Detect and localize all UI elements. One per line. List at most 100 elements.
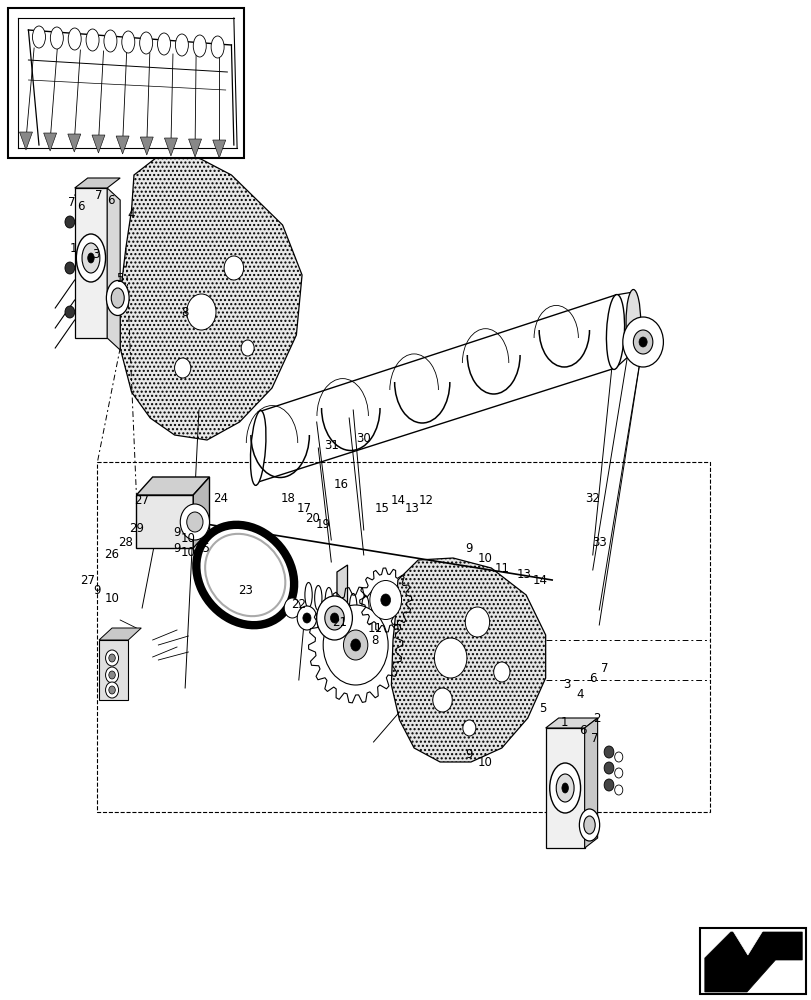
- Text: 19: 19: [315, 518, 330, 532]
- Text: 9: 9: [465, 748, 473, 762]
- Text: 16: 16: [333, 479, 348, 491]
- Ellipse shape: [76, 234, 105, 282]
- Polygon shape: [584, 718, 597, 848]
- Text: 10: 10: [478, 552, 492, 564]
- Polygon shape: [75, 188, 107, 338]
- Text: 18: 18: [281, 491, 295, 504]
- Text: 6: 6: [106, 194, 114, 207]
- Text: 4: 4: [576, 688, 584, 702]
- Ellipse shape: [68, 28, 81, 50]
- Circle shape: [65, 262, 75, 274]
- Circle shape: [297, 606, 316, 630]
- Circle shape: [65, 216, 75, 228]
- Polygon shape: [99, 640, 128, 700]
- Circle shape: [614, 768, 622, 778]
- Text: 3: 3: [562, 679, 570, 692]
- Ellipse shape: [314, 585, 321, 610]
- Circle shape: [187, 512, 203, 532]
- Text: 6: 6: [77, 200, 85, 214]
- Polygon shape: [164, 138, 177, 156]
- Circle shape: [109, 654, 115, 662]
- Polygon shape: [732, 930, 762, 955]
- Text: 27: 27: [135, 493, 149, 506]
- Circle shape: [493, 662, 509, 682]
- Polygon shape: [67, 134, 80, 152]
- Circle shape: [105, 650, 118, 666]
- Circle shape: [241, 340, 254, 356]
- Text: 5: 5: [538, 702, 546, 714]
- Circle shape: [622, 317, 663, 367]
- Text: 9: 9: [173, 542, 181, 554]
- Text: 29: 29: [129, 522, 144, 534]
- Text: 10: 10: [478, 756, 492, 768]
- Text: 8: 8: [371, 634, 379, 647]
- Text: 32: 32: [585, 491, 599, 504]
- Circle shape: [638, 337, 646, 347]
- Ellipse shape: [82, 243, 100, 273]
- Circle shape: [323, 605, 388, 685]
- Circle shape: [109, 671, 115, 679]
- Text: 9: 9: [93, 583, 101, 596]
- Circle shape: [369, 580, 401, 619]
- Text: 11: 11: [494, 561, 508, 574]
- Text: 8: 8: [181, 306, 189, 318]
- Text: 27: 27: [80, 573, 95, 586]
- Text: 6: 6: [578, 724, 586, 736]
- Circle shape: [432, 688, 452, 712]
- Text: 1: 1: [69, 241, 77, 254]
- Circle shape: [65, 306, 75, 318]
- Ellipse shape: [583, 816, 594, 834]
- Ellipse shape: [337, 590, 344, 615]
- Text: 6: 6: [588, 672, 596, 685]
- Text: 11: 11: [367, 621, 382, 635]
- Text: 26: 26: [105, 548, 119, 562]
- Ellipse shape: [625, 290, 640, 355]
- Circle shape: [180, 504, 209, 540]
- Polygon shape: [188, 139, 201, 157]
- Text: 14: 14: [390, 493, 405, 506]
- Ellipse shape: [50, 27, 63, 49]
- Text: 7: 7: [67, 196, 75, 209]
- Polygon shape: [99, 628, 141, 640]
- Text: 7: 7: [600, 662, 608, 675]
- Circle shape: [303, 613, 311, 623]
- Circle shape: [350, 639, 360, 651]
- Ellipse shape: [211, 36, 224, 58]
- Ellipse shape: [157, 33, 170, 55]
- Ellipse shape: [371, 598, 378, 624]
- Polygon shape: [193, 477, 209, 548]
- Ellipse shape: [205, 534, 285, 616]
- Ellipse shape: [305, 582, 311, 607]
- Ellipse shape: [88, 253, 94, 263]
- Text: 23: 23: [238, 583, 252, 596]
- Polygon shape: [120, 158, 302, 440]
- Text: 7: 7: [590, 732, 598, 744]
- Ellipse shape: [139, 32, 152, 54]
- Text: 7: 7: [95, 189, 103, 202]
- Text: 15: 15: [374, 502, 388, 514]
- Text: 10: 10: [181, 546, 195, 558]
- Polygon shape: [140, 137, 153, 155]
- Ellipse shape: [32, 26, 45, 48]
- Ellipse shape: [361, 595, 368, 620]
- Text: 3: 3: [92, 248, 100, 261]
- Circle shape: [380, 594, 390, 606]
- Ellipse shape: [193, 35, 206, 57]
- Ellipse shape: [349, 593, 356, 618]
- Ellipse shape: [106, 280, 129, 316]
- Polygon shape: [212, 140, 225, 158]
- Circle shape: [343, 630, 367, 660]
- Ellipse shape: [561, 783, 568, 793]
- Text: 10: 10: [181, 532, 195, 544]
- Circle shape: [603, 762, 613, 774]
- Text: 30: 30: [356, 432, 371, 444]
- Polygon shape: [699, 928, 805, 994]
- Text: 4: 4: [127, 209, 135, 222]
- Polygon shape: [92, 135, 105, 153]
- Polygon shape: [75, 178, 120, 188]
- Ellipse shape: [549, 763, 580, 813]
- Circle shape: [324, 606, 344, 630]
- Circle shape: [603, 746, 613, 758]
- Circle shape: [465, 607, 489, 637]
- Circle shape: [284, 598, 300, 618]
